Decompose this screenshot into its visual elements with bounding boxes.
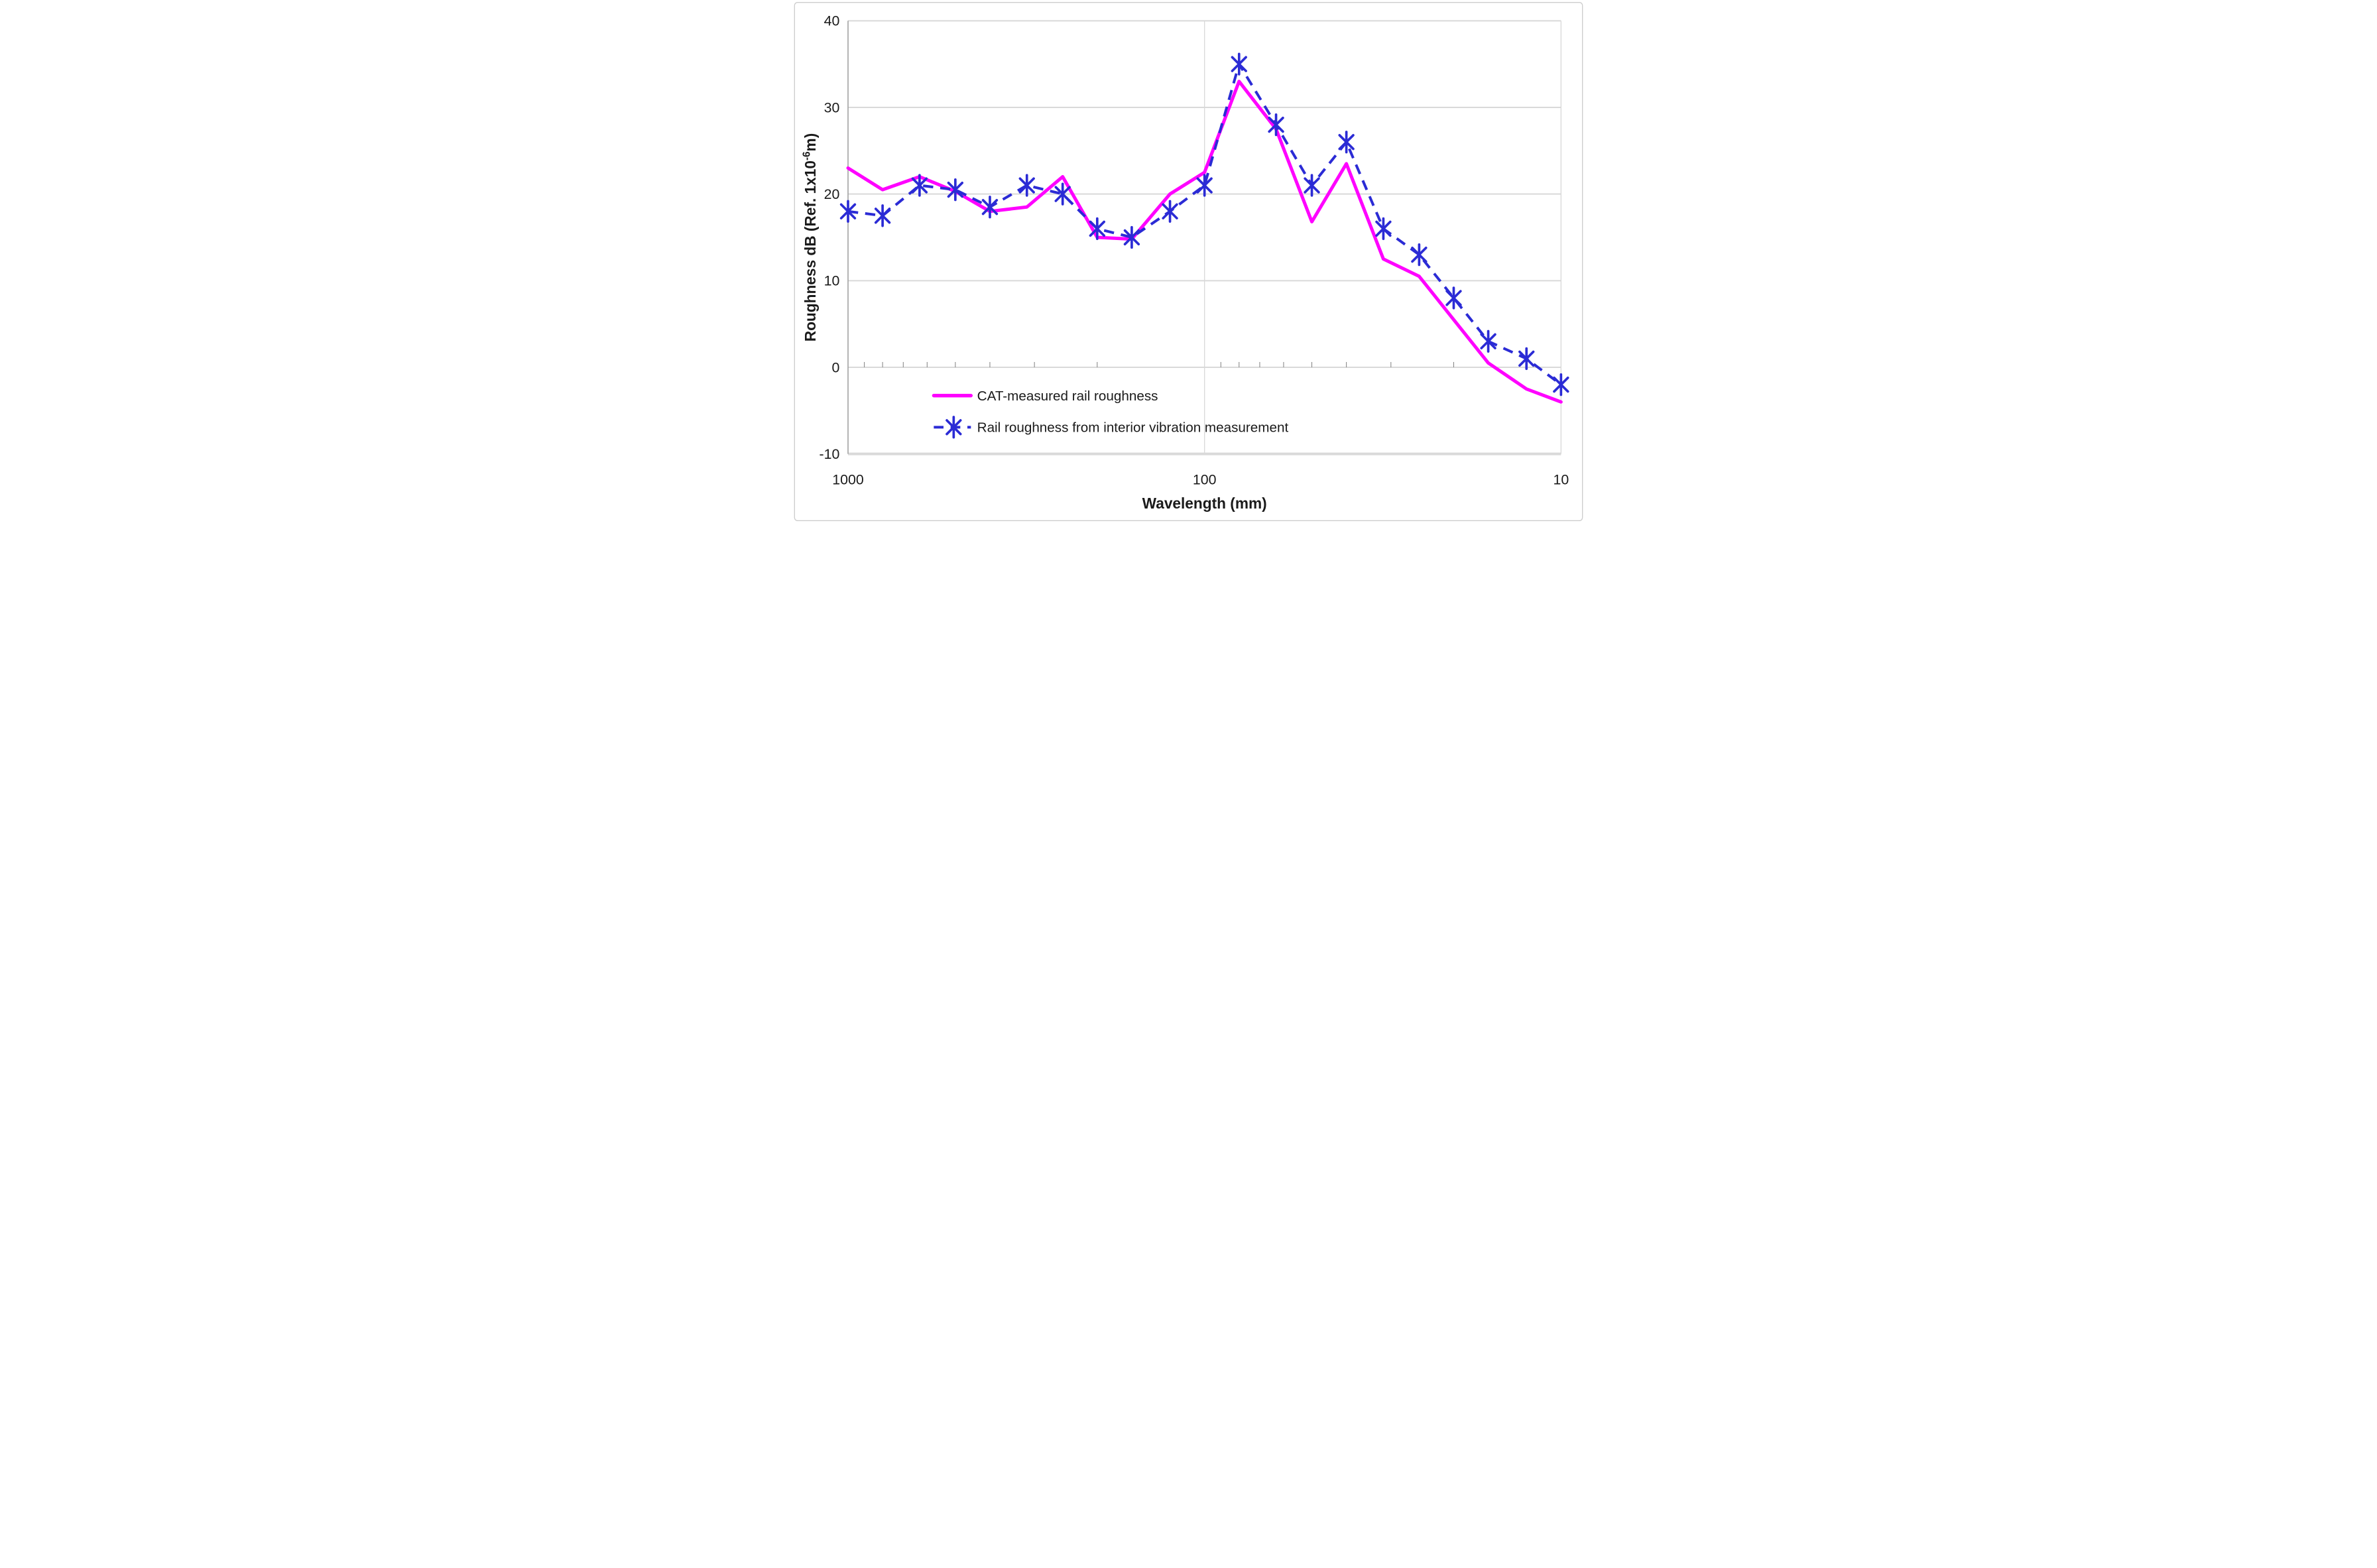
chart-background	[792, 0, 1585, 523]
series-marker-asterisk	[1018, 174, 1035, 197]
x-tick-label-10: 10	[1553, 471, 1569, 487]
series-marker-asterisk	[911, 174, 928, 197]
series-marker-asterisk	[1162, 200, 1178, 223]
series-line-cat-measured	[846, 80, 1563, 404]
series-marker-asterisk	[1375, 217, 1392, 241]
rail-roughness-chart: 40 30 20 10 0 -10 1000 100 10 Wavelength (mm) Roug…	[792, 0, 1585, 523]
series-marker-asterisk	[1445, 286, 1462, 310]
series-marker-asterisk	[1054, 182, 1071, 206]
series-marker-asterisk	[1268, 113, 1284, 137]
series-marker-asterisk	[981, 196, 999, 219]
x-tick-label-100: 100	[1193, 471, 1217, 487]
x-axis-title: Wavelength (mm)	[1142, 495, 1267, 512]
series-marker-asterisk	[947, 178, 964, 202]
series-marker-asterisk	[1338, 131, 1355, 154]
series-marker-asterisk	[839, 200, 857, 223]
y-tick-label-30: 30	[824, 99, 840, 115]
series-marker-asterisk	[1089, 217, 1105, 241]
y-tick-label-20: 20	[824, 186, 840, 202]
legend-label-cat-measured: CAT-measured rail roughness	[977, 389, 1158, 404]
y-tick-label-10: 10	[824, 273, 840, 289]
y-tick-label--10: -10	[820, 446, 840, 462]
series-marker-asterisk	[1123, 225, 1140, 249]
series-marker-asterisk	[1304, 174, 1320, 197]
x-tick-label-1000: 1000	[832, 471, 864, 487]
y-tick-label-0: 0	[831, 359, 839, 375]
series-marker-asterisk	[1553, 373, 1569, 396]
y-axis-title: Roughness dB (Ref. 1x10-6m)	[801, 133, 819, 342]
chart-border	[794, 1, 1583, 521]
series-marker-asterisk	[1196, 174, 1213, 197]
legend-marker-asterisk	[945, 416, 962, 439]
y-tick-label-40: 40	[824, 13, 840, 29]
series-marker-asterisk	[1231, 52, 1247, 76]
legend: CAT-measured rail roughness Rail roughnes…	[932, 389, 1289, 436]
series-marker-asterisk	[874, 204, 891, 227]
series-marker-asterisk	[1518, 347, 1535, 371]
series-marker-asterisk	[1480, 330, 1496, 353]
legend-label-interior-vibration: Rail roughness from interior vibration m…	[977, 420, 1289, 436]
series-marker-asterisk	[1411, 243, 1428, 267]
